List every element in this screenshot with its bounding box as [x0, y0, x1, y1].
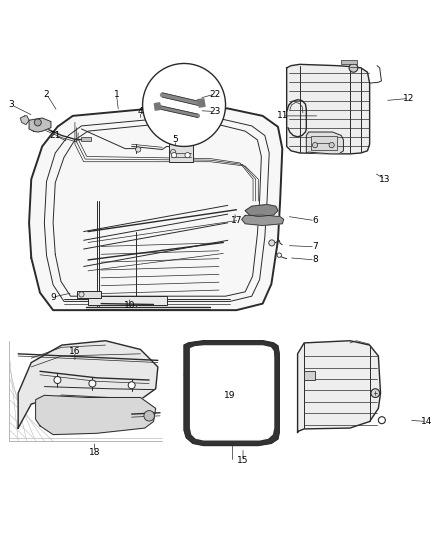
Text: 16: 16	[69, 347, 81, 356]
Text: 6: 6	[312, 216, 318, 225]
Bar	[88, 296, 166, 305]
Circle shape	[185, 152, 190, 158]
Polygon shape	[197, 99, 205, 107]
Circle shape	[143, 63, 226, 147]
Text: 4: 4	[138, 107, 143, 116]
Polygon shape	[245, 205, 278, 217]
Text: 17: 17	[231, 216, 242, 225]
Text: 9: 9	[50, 293, 56, 302]
Bar	[311, 135, 337, 150]
Circle shape	[312, 142, 318, 148]
Circle shape	[171, 152, 177, 158]
Polygon shape	[20, 116, 29, 125]
Polygon shape	[29, 118, 51, 132]
Polygon shape	[29, 107, 283, 310]
Text: 1: 1	[113, 90, 119, 99]
Polygon shape	[242, 215, 284, 225]
Bar	[304, 372, 315, 380]
Text: 5: 5	[173, 135, 178, 144]
Text: 22: 22	[209, 90, 220, 99]
Polygon shape	[191, 346, 274, 440]
Bar	[77, 290, 101, 298]
Text: 10: 10	[124, 301, 135, 310]
Circle shape	[329, 142, 334, 148]
Circle shape	[54, 376, 61, 384]
Circle shape	[89, 380, 96, 387]
Circle shape	[136, 147, 141, 152]
Circle shape	[371, 389, 380, 398]
Circle shape	[128, 382, 135, 389]
Text: 21: 21	[49, 131, 61, 140]
Circle shape	[349, 63, 358, 72]
Circle shape	[79, 292, 84, 297]
Polygon shape	[154, 103, 161, 110]
Text: 8: 8	[312, 255, 318, 264]
Text: 15: 15	[237, 456, 249, 465]
Circle shape	[170, 149, 176, 155]
Text: 14: 14	[421, 417, 432, 426]
Polygon shape	[18, 341, 158, 428]
Text: 19: 19	[224, 391, 236, 400]
Circle shape	[269, 240, 275, 246]
Polygon shape	[297, 341, 381, 432]
Bar	[169, 144, 193, 161]
Text: 12: 12	[403, 94, 415, 103]
Text: 23: 23	[209, 107, 220, 116]
Polygon shape	[184, 341, 279, 446]
Bar	[81, 137, 91, 141]
Text: 7: 7	[312, 243, 318, 252]
Text: 3: 3	[9, 100, 14, 109]
Text: 2: 2	[44, 90, 49, 99]
Bar	[341, 60, 357, 64]
Polygon shape	[306, 132, 343, 154]
Polygon shape	[35, 395, 155, 434]
Circle shape	[34, 119, 41, 126]
Circle shape	[144, 410, 154, 421]
Polygon shape	[287, 64, 370, 154]
Circle shape	[277, 253, 282, 257]
Text: 18: 18	[89, 448, 100, 457]
Text: 13: 13	[379, 175, 391, 184]
Text: 11: 11	[276, 111, 288, 120]
Circle shape	[378, 417, 385, 424]
